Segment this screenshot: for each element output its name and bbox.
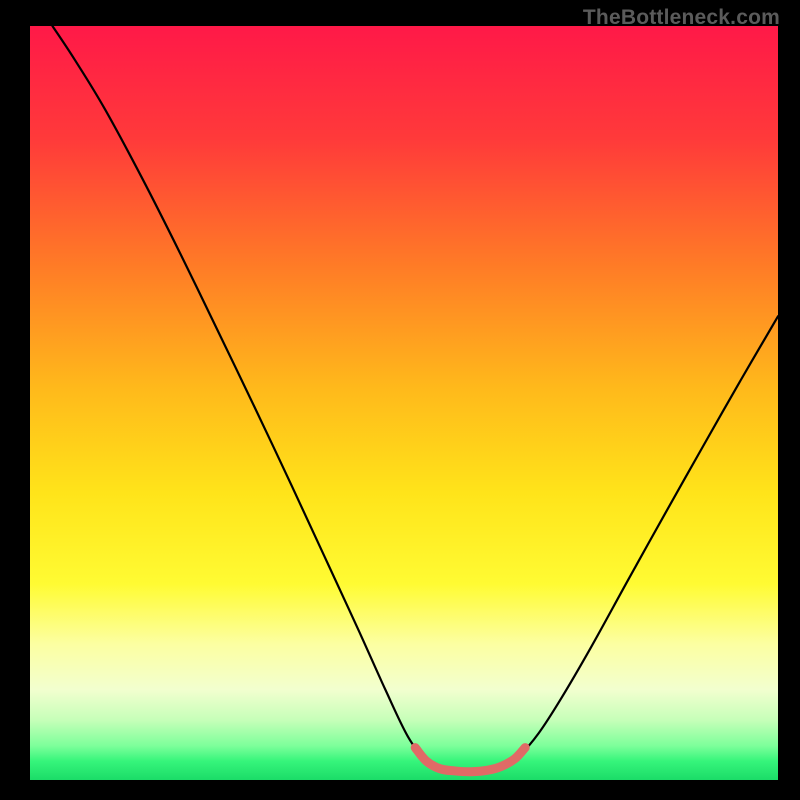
bottleneck-highlight bbox=[415, 748, 525, 772]
chart-stage: TheBottleneck.com bbox=[0, 0, 800, 800]
curve-layer bbox=[30, 26, 778, 780]
bottleneck-curve bbox=[52, 26, 778, 772]
watermark-text: TheBottleneck.com bbox=[583, 6, 780, 30]
plot-area bbox=[30, 26, 778, 780]
